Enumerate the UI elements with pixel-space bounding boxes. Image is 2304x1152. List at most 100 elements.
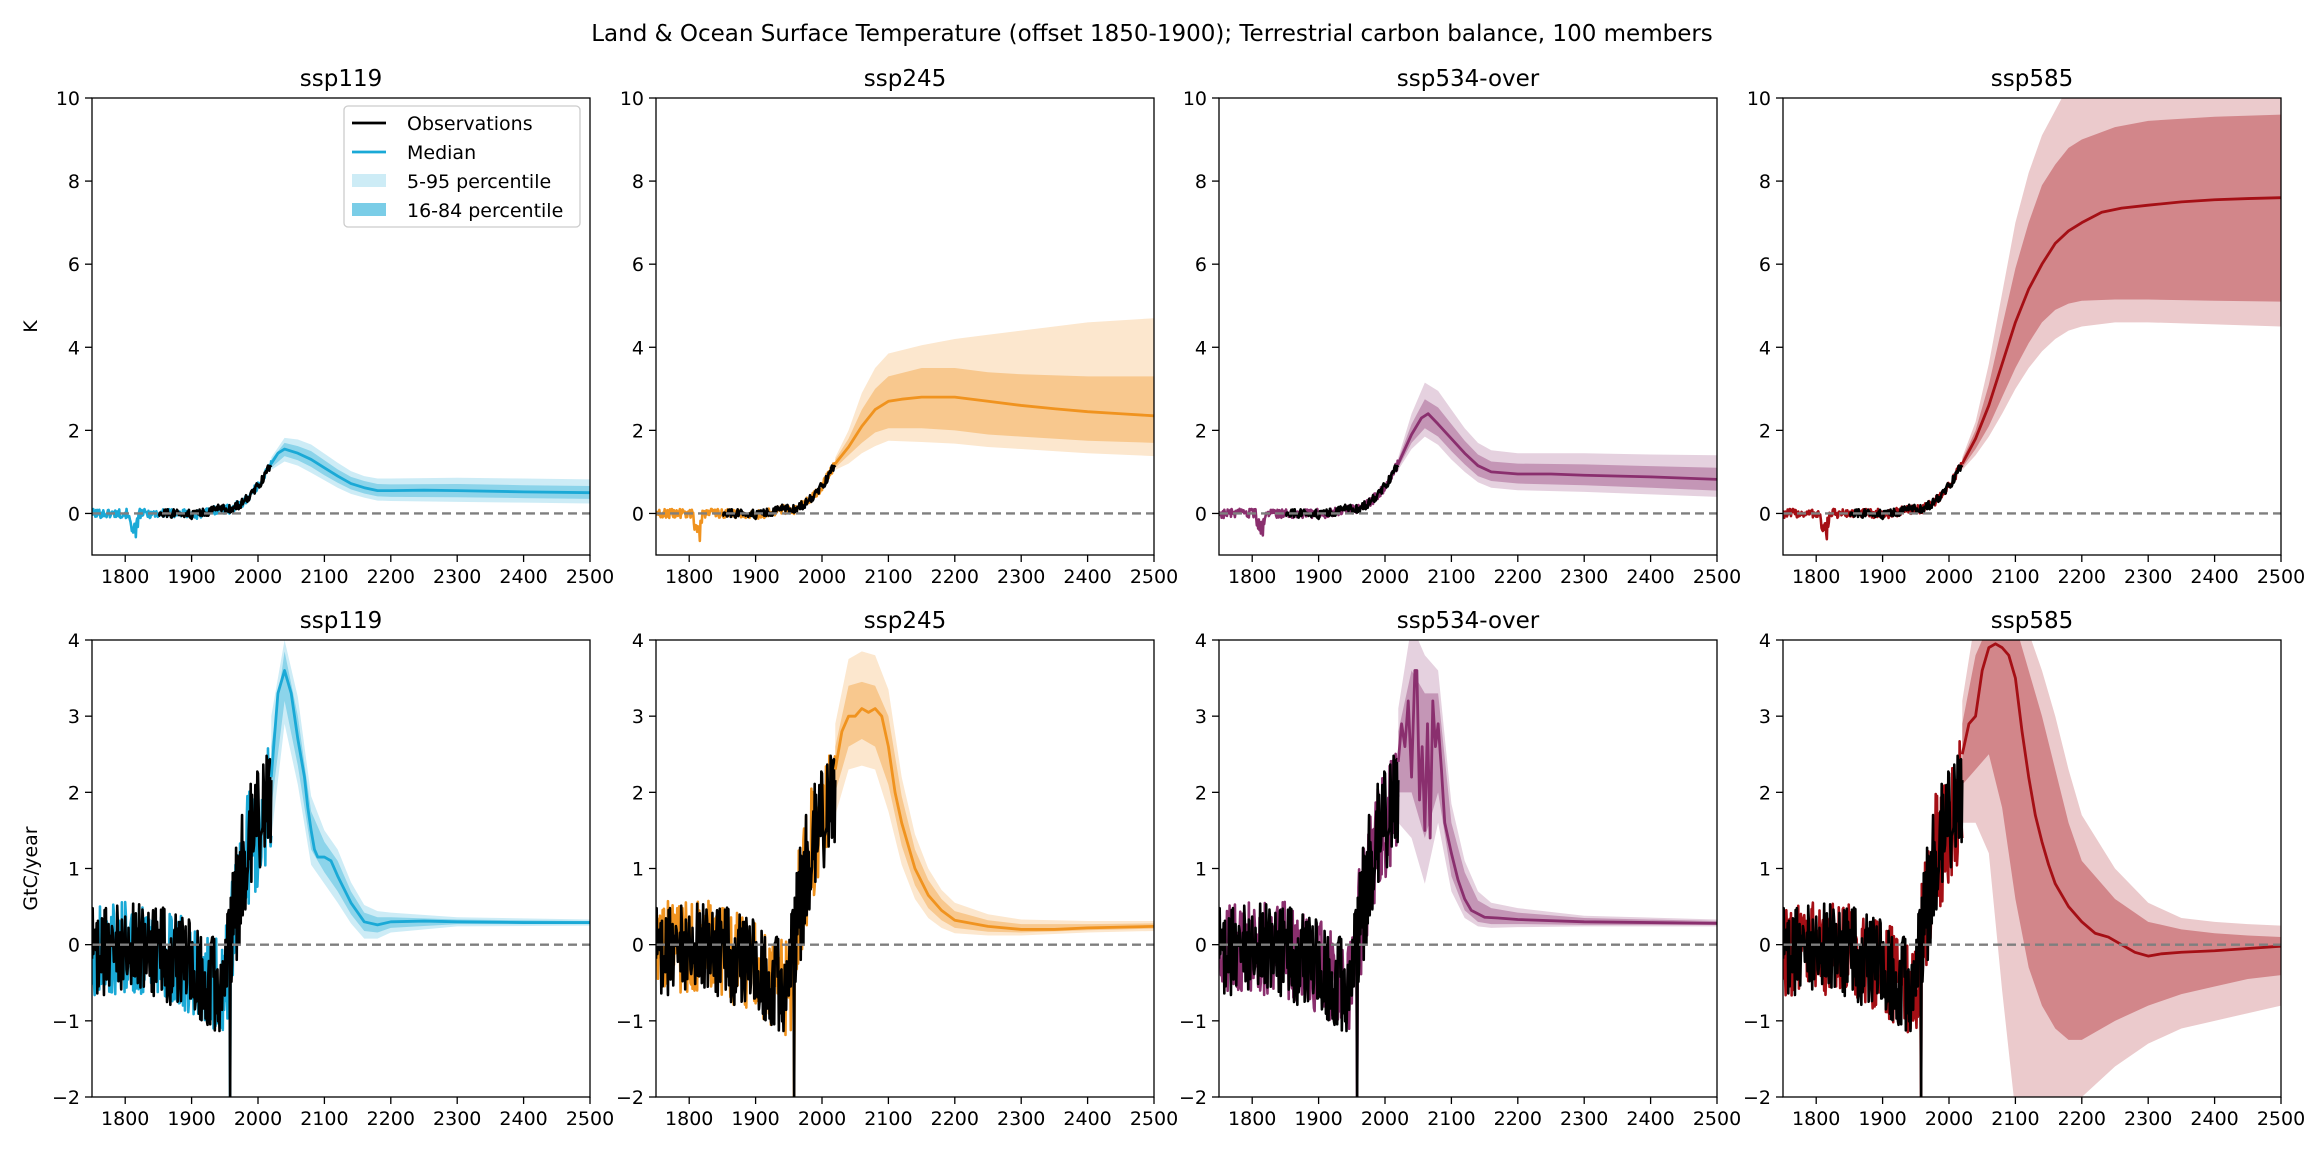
x-tick-label: 2200: [1494, 566, 1542, 588]
y-tick-label: 2: [632, 782, 644, 804]
y-tick-label: 2: [632, 420, 644, 442]
x-tick-label: 2200: [2058, 1108, 2106, 1130]
panel-0-1: 1800 1900 2000 2100 2200 2300 2400 2500 0 2 4 6 8 10 s…: [620, 66, 1178, 588]
x-tick-label: 2500: [2257, 566, 2304, 588]
y-axis-label: GtC/year: [20, 826, 42, 910]
band-5-95: [1962, 640, 2281, 1097]
x-tick-label: 2300: [433, 1108, 481, 1130]
x-tick-label: 2300: [1560, 566, 1608, 588]
x-tick-label: 2400: [1626, 1108, 1674, 1130]
y-tick-label: 10: [56, 88, 80, 110]
x-tick-label: 1900: [1858, 566, 1906, 588]
plot-area: [1783, 640, 2281, 1097]
x-tick-label: 1800: [101, 1108, 149, 1130]
y-tick-label: 6: [1759, 254, 1771, 276]
observations-line: [1284, 464, 1400, 521]
x-tick-label: 2000: [234, 1108, 282, 1130]
legend-observations-label: Observations: [407, 113, 533, 135]
y-tick-label: 3: [1759, 706, 1771, 728]
observations-line: [157, 464, 273, 521]
band-16-84: [1962, 114, 2281, 468]
x-tick-label: 2200: [1494, 1108, 1542, 1130]
y-tick-label: 10: [1183, 88, 1207, 110]
observations-line: [656, 754, 837, 1097]
x-tick-label: 2100: [864, 566, 912, 588]
x-tick-label: 2200: [367, 1108, 415, 1130]
y-tick-label: 3: [1195, 706, 1207, 728]
x-tick-label: 2200: [931, 1108, 979, 1130]
x-tick-label: 2300: [1560, 1108, 1608, 1130]
panel-0-3: 1800 1900 2000 2100 2200 2300 2400 2500 0 2 4 6 8 10 s…: [1747, 66, 2304, 588]
y-tick-label: 10: [1747, 88, 1771, 110]
x-tick-label: 2500: [1693, 566, 1741, 588]
y-tick-label: 8: [68, 171, 80, 193]
y-tick-label: 4: [1195, 630, 1207, 652]
y-tick-label: 4: [632, 337, 644, 359]
plot-area: [92, 640, 590, 1097]
y-tick-label: 2: [68, 420, 80, 442]
observations-line: [1848, 464, 1964, 521]
band-16-84: [271, 651, 590, 933]
x-tick-label: 1900: [1294, 566, 1342, 588]
y-tick-label: 0: [1195, 935, 1207, 957]
axes-frame: [91, 97, 591, 556]
band-5-95: [1398, 382, 1717, 497]
panel-title: ssp534-over: [1397, 608, 1540, 634]
x-tick-label: 2300: [433, 566, 481, 588]
x-tick-label: 1800: [1228, 1108, 1276, 1130]
legend-p16-84-label: 16-84 percentile: [407, 200, 563, 222]
y-tick-label: −2: [1179, 1087, 1207, 1109]
y-tick-label: 6: [632, 254, 644, 276]
panel-title: ssp585: [1991, 66, 2073, 92]
panel-1-2: 1800 1900 2000 2100 2200 2300 2400 2500 −2 −1 0 1 2 3…: [1179, 608, 1741, 1130]
observations-line: [721, 464, 837, 521]
x-tick-label: 2100: [1427, 1108, 1475, 1130]
band-16-84: [835, 368, 1154, 468]
x-tick-label: 2500: [2257, 1108, 2304, 1130]
x-tick-label: 2400: [2190, 566, 2238, 588]
x-tick-label: 1900: [167, 1108, 215, 1130]
y-tick-label: 4: [68, 630, 80, 652]
legend-frame: [343, 105, 581, 228]
band-5-95: [835, 651, 1154, 936]
x-tick-label: 1800: [101, 566, 149, 588]
y-tick-label: 2: [68, 782, 80, 804]
median-line: [270, 447, 590, 495]
x-tick-label: 1900: [731, 1108, 779, 1130]
plot-area: [1219, 640, 1717, 1097]
x-tick-label: 2500: [566, 1108, 614, 1130]
plot-area: [656, 318, 1154, 543]
axes-frame: [655, 97, 1155, 556]
y-tick-label: 8: [1759, 171, 1771, 193]
y-tick-label: 4: [1759, 337, 1771, 359]
y-tick-label: 3: [68, 706, 80, 728]
plot-area: [1783, 98, 2281, 541]
y-tick-label: 0: [68, 503, 80, 525]
x-tick-label: 2000: [798, 1108, 846, 1130]
median-line: [834, 395, 1154, 465]
x-tick-label: 2300: [2124, 566, 2172, 588]
x-tick-label: 2300: [2124, 1108, 2172, 1130]
x-tick-label: 1900: [167, 566, 215, 588]
y-tick-label: 0: [1195, 503, 1207, 525]
x-tick-label: 2500: [566, 566, 614, 588]
y-tick-label: 4: [632, 630, 644, 652]
y-tick-label: 1: [68, 859, 80, 881]
x-tick-label: 2100: [300, 566, 348, 588]
x-tick-label: 1800: [665, 1108, 713, 1130]
x-tick-label: 2100: [864, 1108, 912, 1130]
x-tick-label: 2400: [499, 566, 547, 588]
panel-1-3: 1800 1900 2000 2100 2200 2300 2400 2500 −2 −1 0 1 2 3…: [1743, 608, 2304, 1130]
x-tick-label: 2200: [367, 566, 415, 588]
plot-area: [1219, 382, 1717, 537]
x-tick-label: 2000: [798, 566, 846, 588]
panel-title: ssp119: [300, 66, 382, 92]
y-tick-label: 4: [1759, 630, 1771, 652]
panel-1-1: 1800 1900 2000 2100 2200 2300 2400 2500 −2 −1 0 1 2 3…: [616, 608, 1178, 1130]
y-tick-label: 0: [68, 935, 80, 957]
x-tick-label: 2300: [997, 566, 1045, 588]
y-tick-label: −2: [1743, 1087, 1771, 1109]
x-tick-label: 1800: [1228, 566, 1276, 588]
panel-1-0: 1800 1900 2000 2100 2200 2300 2400 2500 −2 −1 0 1 2 3…: [20, 608, 614, 1130]
y-tick-label: 10: [620, 88, 644, 110]
